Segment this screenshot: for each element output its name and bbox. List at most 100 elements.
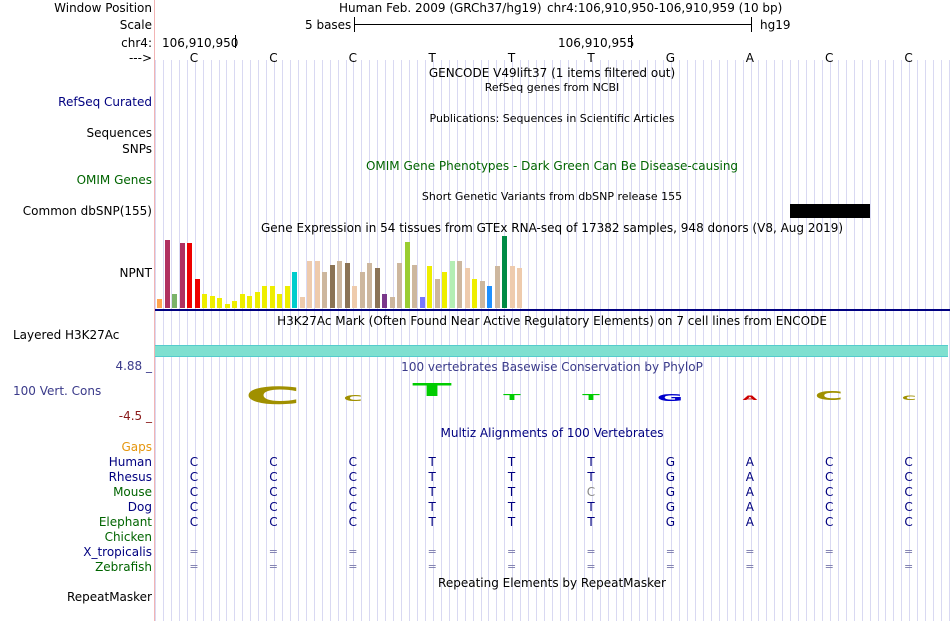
omim-label[interactable]: OMIM Genes xyxy=(76,173,152,187)
repeatmasker-title[interactable]: Repeating Elements by RepeatMasker xyxy=(438,576,666,590)
h3k27-label[interactable]: Layered H3K27Ac xyxy=(13,328,120,342)
gtex-bar[interactable] xyxy=(179,243,185,308)
gtex-bar[interactable] xyxy=(389,297,395,308)
gtex-bar[interactable] xyxy=(239,294,245,308)
alignment-base: A xyxy=(745,470,754,484)
dbsnp-label[interactable]: Common dbSNP(155) xyxy=(22,204,152,218)
gtex-bar[interactable] xyxy=(202,294,207,308)
omim-title[interactable]: OMIM Gene Phenotypes - Dark Green Can Be… xyxy=(365,159,739,173)
multiz-title[interactable]: Multiz Alignments of 100 Vertebrates xyxy=(440,426,664,440)
gtex-bar[interactable] xyxy=(187,243,192,308)
gtex-title[interactable]: Gene Expression in 54 tissues from GTEx … xyxy=(260,221,844,235)
pubs-title[interactable]: Publications: Sequences in Scientific Ar… xyxy=(429,112,675,125)
gtex-bar[interactable] xyxy=(299,297,305,308)
cons-title[interactable]: 100 vertebrates Basewise Conservation by… xyxy=(401,360,703,374)
gtex-bar[interactable] xyxy=(404,242,410,308)
track-image[interactable]: Human Feb. 2009 (GRCh37/hg19) chr4:106,9… xyxy=(155,0,950,621)
alignment-base: T xyxy=(507,485,516,499)
guide-line xyxy=(449,60,450,621)
dbsnp-title[interactable]: Short Genetic Variants from dbSNP releas… xyxy=(421,190,683,203)
guide-line xyxy=(377,60,378,621)
species-label[interactable]: Human xyxy=(108,455,152,469)
species-label[interactable]: Zebrafish xyxy=(95,560,152,574)
guide-line xyxy=(473,60,474,621)
species-label[interactable]: Elephant xyxy=(98,515,152,529)
gtex-bar[interactable] xyxy=(412,265,417,308)
gtex-bar[interactable] xyxy=(382,294,387,308)
gtex-bar[interactable] xyxy=(449,261,455,308)
gtex-bar[interactable] xyxy=(374,268,380,308)
gtex-bar[interactable] xyxy=(247,296,252,308)
repeatmasker-label[interactable]: RepeatMasker xyxy=(66,590,152,604)
species-label[interactable]: Rhesus xyxy=(108,470,152,484)
guide-line xyxy=(338,60,339,621)
snps-label[interactable]: SNPs xyxy=(122,142,152,156)
strand-label[interactable]: ---> xyxy=(128,51,152,65)
gtex-bar[interactable] xyxy=(427,266,432,308)
gtex-gene-label[interactable]: NPNT xyxy=(119,266,152,280)
gtex-bar[interactable] xyxy=(509,266,515,308)
species-label[interactable]: Dog xyxy=(127,500,152,514)
gtex-bar[interactable] xyxy=(479,281,485,308)
gtex-bar[interactable] xyxy=(292,272,297,308)
gtex-bar[interactable] xyxy=(254,292,260,308)
cons-label[interactable]: 100 Vert. Cons xyxy=(13,384,102,398)
refseq-title[interactable]: RefSeq genes from NCBI xyxy=(484,81,620,94)
gtex-bar[interactable] xyxy=(494,266,500,308)
gtex-bar[interactable] xyxy=(329,265,335,308)
gtex-bar[interactable] xyxy=(359,272,365,308)
gtex-bar[interactable] xyxy=(367,263,372,308)
gtex-bar[interactable] xyxy=(209,296,215,308)
gtex-bar[interactable] xyxy=(419,297,425,308)
gtex-bar[interactable] xyxy=(164,240,170,308)
gtex-bar[interactable] xyxy=(224,304,230,308)
gtex-bar[interactable] xyxy=(464,268,470,308)
gtex-bar[interactable] xyxy=(487,286,492,308)
alignment-base: T xyxy=(507,470,516,484)
label-separator xyxy=(154,0,155,621)
dbsnp-variant-feature[interactable] xyxy=(790,204,870,218)
sequences-label[interactable]: Sequences xyxy=(86,126,152,140)
gencode-title[interactable]: GENCODE V49lift37 (1 items filtered out) xyxy=(428,66,676,80)
gtex-bar[interactable] xyxy=(344,263,350,308)
gtex-bar[interactable] xyxy=(284,286,290,308)
species-label[interactable]: Mouse xyxy=(113,485,152,499)
gtex-bar[interactable] xyxy=(442,272,447,308)
gtex-bar[interactable] xyxy=(314,261,320,308)
gtex-bar[interactable] xyxy=(157,299,162,308)
refseq-label[interactable]: RefSeq Curated xyxy=(58,95,152,109)
species-label[interactable]: X_tropicalis xyxy=(83,545,152,559)
gtex-bar[interactable] xyxy=(262,286,267,308)
guide-line xyxy=(576,60,577,621)
guide-line xyxy=(584,60,585,621)
gtex-bar[interactable] xyxy=(307,261,312,308)
scale-text: 5 bases xyxy=(305,18,352,32)
alignment-base: T xyxy=(507,455,516,469)
guide-line xyxy=(361,60,362,621)
species-label[interactable]: Chicken xyxy=(104,530,152,544)
gtex-bar[interactable] xyxy=(337,261,342,308)
gtex-bar[interactable] xyxy=(457,261,462,308)
gtex-bar[interactable] xyxy=(269,286,275,308)
gtex-bar[interactable] xyxy=(397,263,402,308)
gtex-bar[interactable] xyxy=(232,301,237,308)
guide-line xyxy=(393,60,394,621)
gtex-bar[interactable] xyxy=(217,298,222,308)
guide-line xyxy=(917,60,918,621)
h3k27-title[interactable]: H3K27Ac Mark (Often Found Near Active Re… xyxy=(277,314,827,328)
gtex-bar[interactable] xyxy=(322,272,327,308)
gtex-bar[interactable] xyxy=(434,279,440,308)
gtex-bar[interactable] xyxy=(502,236,507,308)
gtex-bar[interactable] xyxy=(352,286,357,308)
guide-line xyxy=(536,60,537,621)
guide-line xyxy=(616,60,617,621)
gtex-bar[interactable] xyxy=(194,279,200,308)
alignment-base: C xyxy=(824,470,834,484)
gtex-bar[interactable] xyxy=(472,279,477,308)
gtex-bar[interactable] xyxy=(277,294,282,308)
h3k27-signal[interactable] xyxy=(155,345,948,357)
guide-line xyxy=(322,60,323,621)
gtex-bar[interactable] xyxy=(172,294,177,308)
gaps-label[interactable]: Gaps xyxy=(121,440,152,454)
gtex-bar[interactable] xyxy=(517,268,522,308)
